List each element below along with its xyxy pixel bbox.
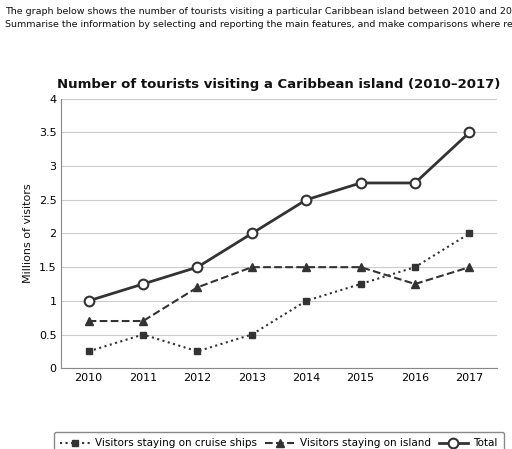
Title: Number of tourists visiting a Caribbean island (2010–2017): Number of tourists visiting a Caribbean … (57, 78, 501, 91)
Text: Summarise the information by selecting and reporting the main features, and make: Summarise the information by selecting a… (5, 20, 512, 29)
Text: The graph below shows the number of tourists visiting a particular Caribbean isl: The graph below shows the number of tour… (5, 7, 512, 16)
Y-axis label: Millions of visitors: Millions of visitors (23, 184, 33, 283)
Legend: Visitors staying on cruise ships, Visitors staying on island, Total: Visitors staying on cruise ships, Visito… (54, 432, 504, 449)
